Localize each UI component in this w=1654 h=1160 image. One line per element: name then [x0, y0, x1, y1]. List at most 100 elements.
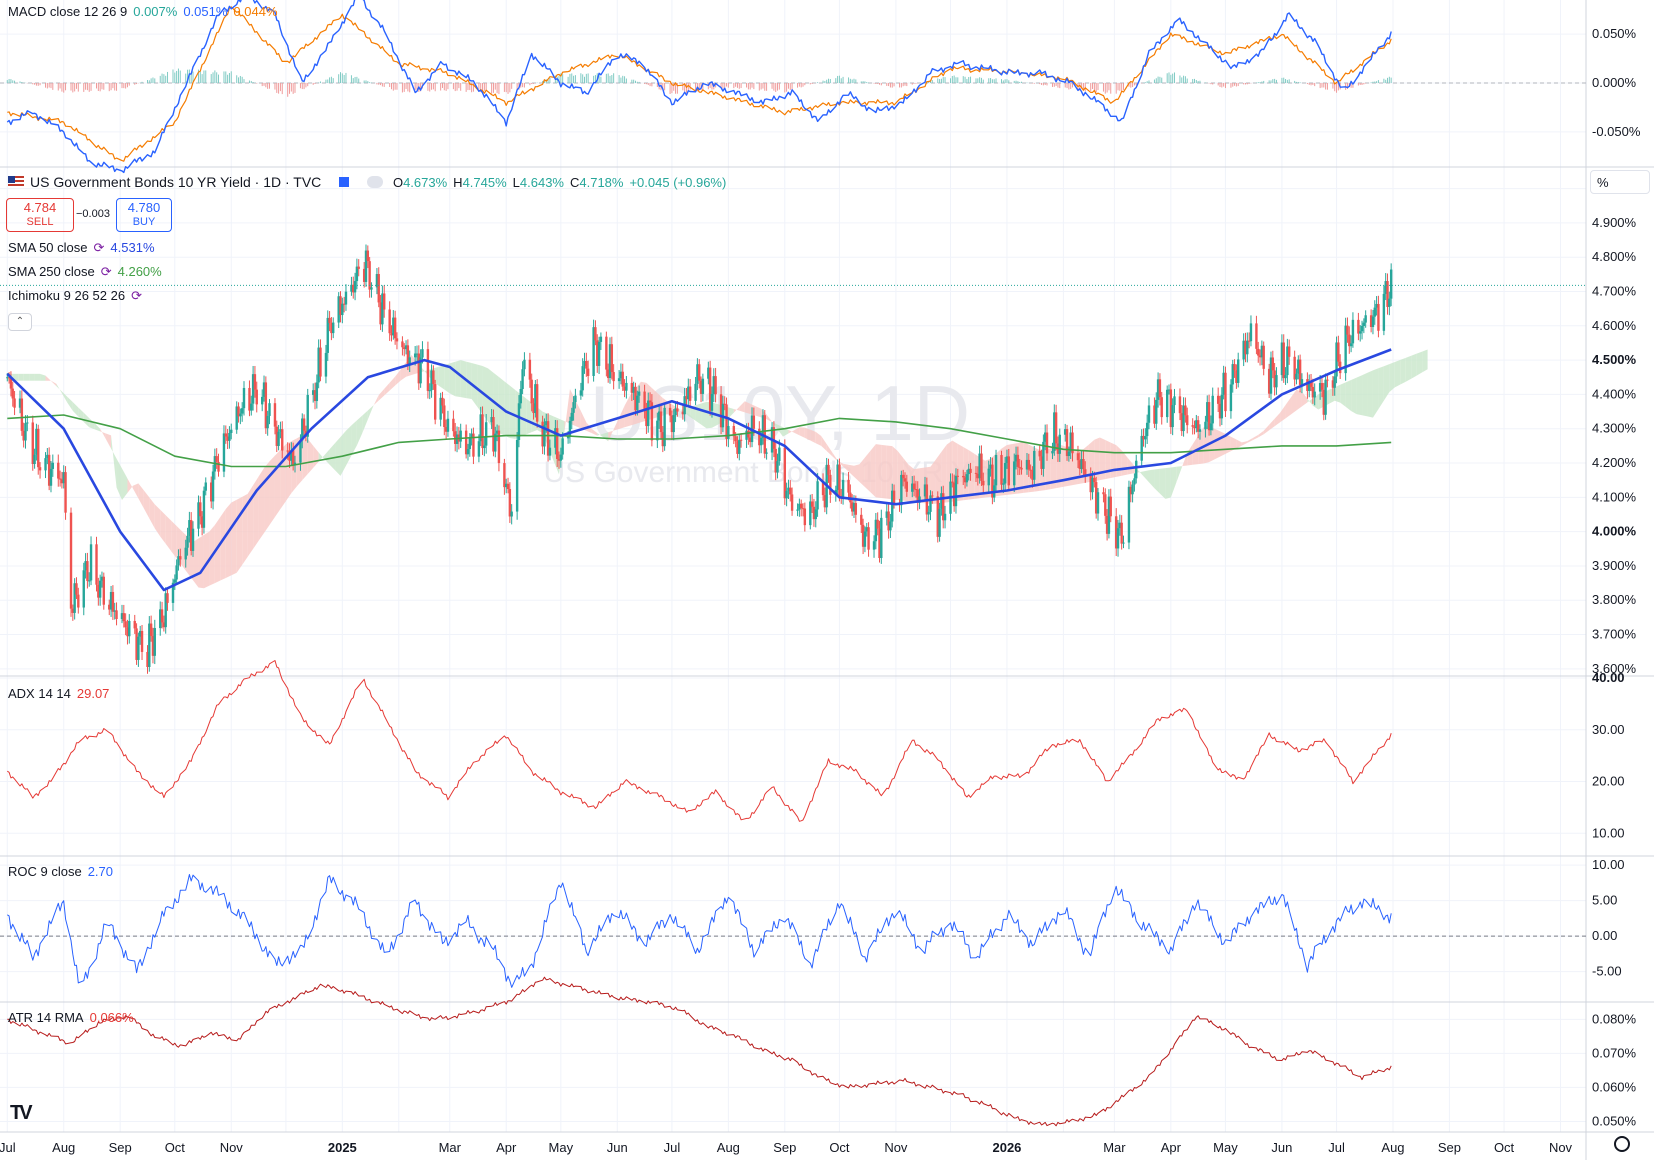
candle-body [1167, 389, 1171, 391]
candle-body [421, 349, 424, 358]
candle-body [758, 428, 761, 446]
candle-body [306, 394, 309, 437]
candle-body [224, 433, 227, 437]
candle-body [827, 464, 830, 475]
candle-body [1255, 323, 1258, 349]
candle-body [275, 426, 278, 446]
candle-body [286, 450, 289, 452]
ichimoku-cloud-segment [307, 438, 314, 475]
candle-body [938, 508, 941, 537]
time-axis-label: Sep [1438, 1140, 1461, 1155]
gear-icon[interactable] [1614, 1136, 1630, 1152]
sma50-line [6, 348, 1392, 592]
ichimoku-cloud-segment [1378, 366, 1384, 410]
sma250-legend[interactable]: SMA 250 close ⟳ 4.260% [8, 264, 168, 280]
ichimoku-cloud-segment [302, 435, 308, 481]
candle-body [1333, 376, 1336, 388]
candle-body [719, 394, 723, 428]
adx-axis-label: 20.00 [1592, 774, 1625, 789]
candle-body [1184, 405, 1187, 416]
sma50-legend[interactable]: SMA 50 close ⟳ 4.531% [8, 240, 161, 256]
ichimoku-cloud-segment [384, 382, 390, 396]
candle-body [140, 630, 144, 652]
candle-body [179, 556, 182, 560]
ichimoku-cloud-segment [1143, 470, 1149, 483]
roc-legend[interactable]: ROC 9 close 2.70 [8, 864, 119, 879]
candle-body [963, 477, 967, 483]
candle-body [1129, 486, 1132, 495]
hide-toggle-icon[interactable] [367, 176, 384, 188]
candle-body [747, 430, 750, 438]
candle-body [860, 514, 863, 525]
ichimoku-cloud-segment [50, 380, 57, 387]
candle-body [1133, 478, 1136, 485]
candle-body [623, 386, 626, 391]
adx-legend[interactable]: ADX 14 14 29.07 [8, 686, 115, 701]
sync-icon[interactable]: ⟳ [100, 264, 112, 279]
ichimoku-cloud-segment [1061, 445, 1068, 488]
candle-body [712, 376, 715, 394]
candle-body [1115, 516, 1118, 549]
candle-body [599, 336, 603, 342]
candle-body [1029, 469, 1032, 471]
candle-body [377, 274, 380, 303]
candle-body [393, 317, 397, 339]
candle-body [1096, 492, 1100, 514]
candle-body [290, 450, 293, 461]
macd-signal-line [7, 6, 1392, 162]
candle-body [281, 429, 284, 451]
candle-body [328, 317, 331, 324]
unit-selector[interactable]: % [1590, 170, 1650, 194]
ichimoku-legend[interactable]: Ichimoku 9 26 52 26 ⟳ [8, 288, 148, 304]
candle-body [823, 495, 827, 508]
candle-body [120, 613, 124, 620]
symbol-legend[interactable]: US Government Bonds 10 YR Yield · 1D · T… [8, 174, 738, 190]
candle-body [752, 415, 756, 429]
candle-body [763, 415, 766, 454]
price-axis-label: 4.500% [1592, 352, 1637, 367]
candle-body [494, 433, 497, 452]
buy-button[interactable]: 4.780 BUY [116, 198, 172, 232]
candle-body [1246, 340, 1249, 355]
candle-body [404, 345, 408, 350]
candle-body [1043, 432, 1047, 442]
ichimoku-cloud-segment [1230, 436, 1237, 452]
collapse-legend-button[interactable]: ⌃ [8, 313, 32, 331]
ichimoku-cloud-segment [329, 443, 336, 471]
time-axis-label: Sep [109, 1140, 132, 1155]
atr-legend[interactable]: ATR 14 RMA 0.066% [8, 1010, 140, 1025]
candle-body [1360, 326, 1364, 332]
sync-icon[interactable]: ⟳ [131, 288, 142, 303]
ichimoku-cloud-segment [220, 508, 226, 581]
candle-body [778, 447, 781, 462]
candle-body [403, 347, 406, 350]
ohlc-close: 4.718% [579, 175, 624, 190]
candle-body [1297, 359, 1300, 374]
candle-body [548, 447, 552, 456]
candle-body [612, 372, 615, 382]
time-axis-label: May [549, 1140, 574, 1155]
adx-legend-value: 29.07 [76, 686, 110, 701]
time-axis-label: May [1213, 1140, 1238, 1155]
ichimoku-cloud-segment [105, 433, 112, 449]
ichimoku-cloud-segment [804, 427, 811, 441]
ichimoku-cloud-segment [1214, 428, 1220, 460]
candle-body [188, 520, 191, 536]
candle-body [1357, 319, 1360, 334]
candle-body [789, 487, 792, 495]
candle-body [479, 414, 482, 442]
candle-body [22, 430, 25, 441]
sync-icon[interactable]: ⟳ [93, 240, 105, 255]
candle-body [100, 576, 104, 581]
ichimoku-cloud-segment [854, 464, 860, 482]
candle-body [1204, 421, 1207, 430]
tradingview-logo[interactable]: TV [10, 1102, 32, 1124]
candle-body [355, 266, 359, 282]
candle-body [288, 451, 291, 461]
candle-body [250, 403, 253, 411]
candle-body [912, 483, 916, 490]
candle-body [1280, 342, 1284, 376]
flag-icon[interactable] [339, 177, 350, 187]
sell-button[interactable]: 4.784 SELL [6, 198, 74, 232]
